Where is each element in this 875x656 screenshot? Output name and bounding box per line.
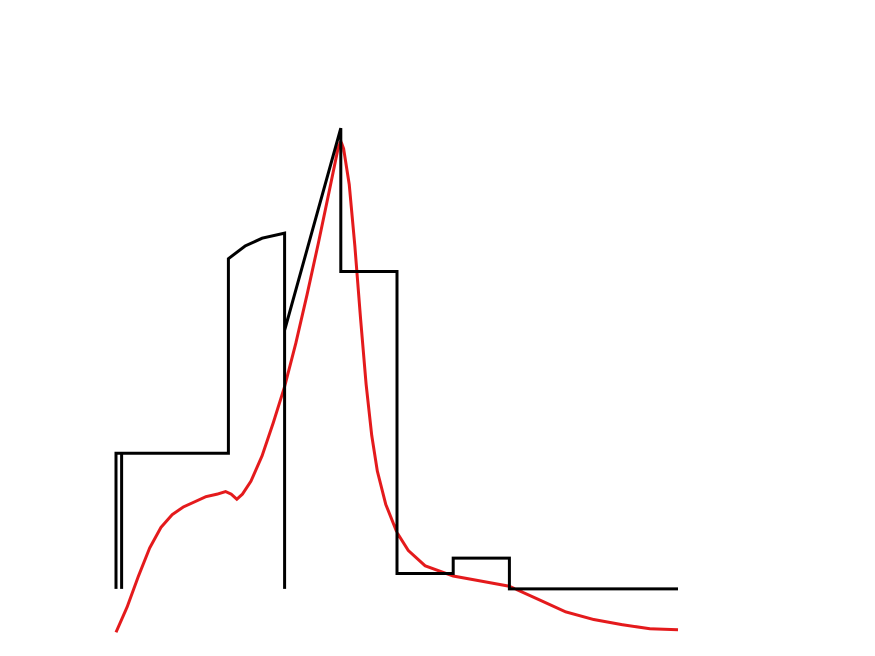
series-line-piecewise — [114, 127, 678, 591]
series-layer — [114, 127, 679, 633]
series-line-smooth — [114, 136, 679, 633]
